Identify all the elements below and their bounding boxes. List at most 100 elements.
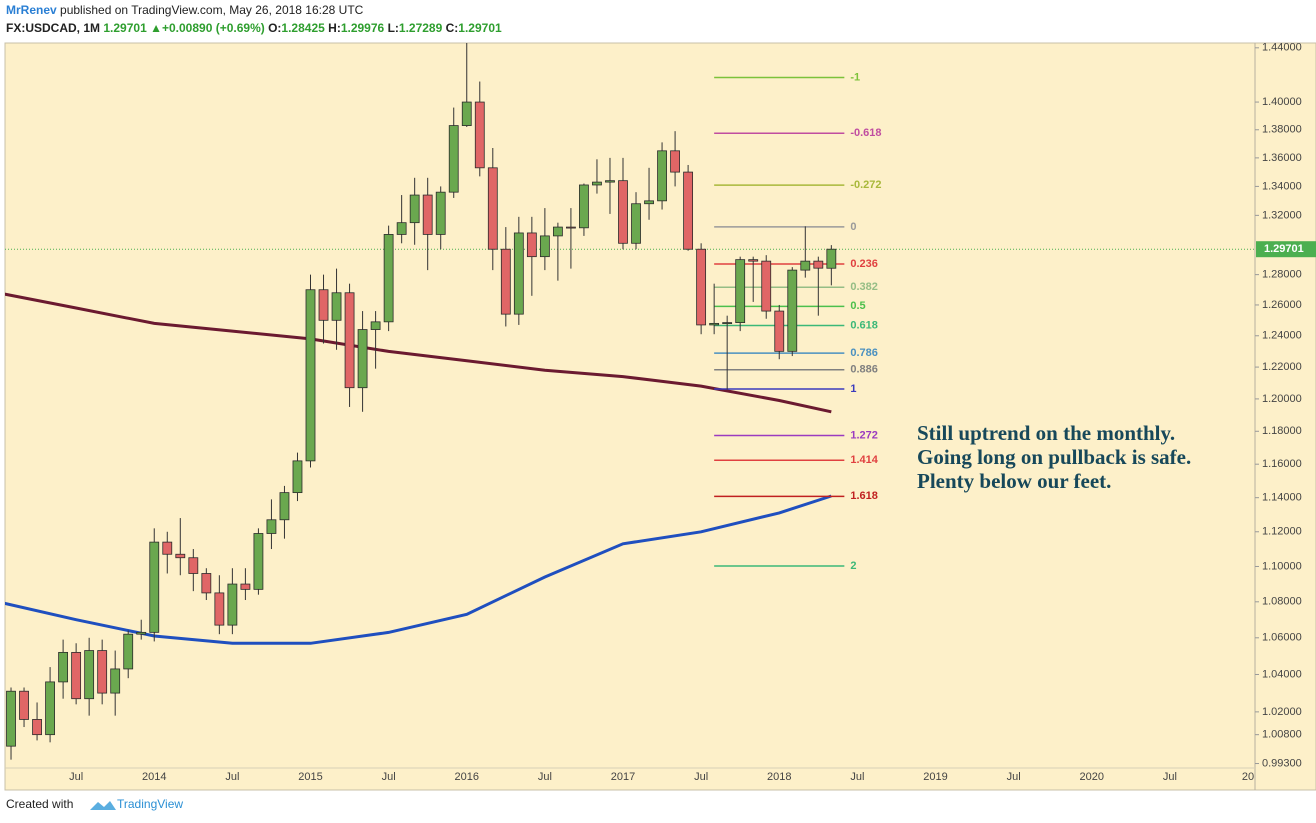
candle-body [97,650,108,694]
x-tick-label: Jul [538,771,552,783]
created-with: Created with [6,797,73,811]
candle-body [331,292,342,321]
candle-body [32,719,42,736]
open: 1.28425 [281,21,325,35]
candle-body [214,592,225,626]
c-label: C: [446,21,459,35]
candle-body [579,184,589,229]
candle-body [305,289,316,462]
y-tick-label: 1.44000 [1262,42,1302,54]
candle-body [318,289,329,321]
moving-average [5,292,832,414]
y-tick-label: 1.38000 [1262,124,1302,136]
last-price-badge [1256,241,1316,258]
x-tick-label: 2018 [767,771,791,783]
x-tick-label: 2014 [142,771,166,783]
x-tick-label: 2015 [298,771,322,783]
candle-body [670,150,680,173]
candle-body [240,583,251,590]
candle-body [644,200,654,205]
low: 1.27289 [399,21,443,35]
candle-body [370,321,381,330]
x-tick-label: Jul [1163,771,1177,783]
fib-label: -1 [850,71,860,83]
axes: 1.44000 1.40000 1.38000 1.36000 1.34000 1.320… [69,42,1316,783]
candle-body [526,232,537,258]
candle-body [500,248,511,315]
y-tick-label: 1.08000 [1262,596,1302,608]
l-label: L: [388,21,399,35]
fib-label: -0.618 [850,127,881,139]
ohlc-line: FX:USDCAD, 1M 1.29701 ▲+0.00890 (+0.69%)… [6,21,502,35]
candle-body [461,101,472,126]
candle-body [71,651,82,700]
candle-body [149,541,160,633]
candle-body [409,194,420,224]
candle-body [357,329,368,389]
fib-label: 0 [850,221,856,233]
y-tick-label: 1.40000 [1262,96,1302,108]
y-tick-label: 1.28000 [1262,269,1302,281]
published: published on TradingView.com, May 26, 20… [60,3,364,17]
o-label: O: [268,21,281,35]
y-tick-label: 1.04000 [1262,668,1302,680]
candle-body [253,533,264,590]
x-tick-label: 2019 [923,771,947,783]
y-tick-label: 1.16000 [1262,458,1302,470]
fib-label: 1 [850,383,856,395]
x-tick-label: Jul [1007,771,1021,783]
candle-body [735,259,746,324]
last: 1.29701 [103,21,147,35]
candle-body [618,180,628,244]
candle-body [487,167,498,250]
fib-label: 1.272 [850,429,878,441]
candle-body [722,322,733,325]
candle-body [552,226,563,237]
h-label: H: [328,21,341,35]
candle-body [513,232,524,315]
y-tick-label: 1.12000 [1262,526,1302,538]
y-tick-label: 1.24000 [1262,330,1302,342]
x-tick-label: 2017 [611,771,635,783]
candle-body [6,690,16,747]
candle-body [787,269,798,352]
x-tick-label: Jul [225,771,239,783]
candle-body [279,492,290,521]
candle-body [748,259,759,262]
candle-body [136,631,147,635]
candle-body [435,191,446,235]
y-tick-label: 1.36000 [1262,152,1302,164]
candle-body [19,690,29,720]
candle-body [175,553,186,559]
candle-body [396,222,407,235]
candle-body [201,573,212,594]
x-tick-label: Jul [694,771,708,783]
y-tick-label: 1.20000 [1262,393,1302,405]
fib-label: -0.272 [850,179,881,191]
candle-body [58,651,69,683]
annotation: Plenty below our feet. [917,469,1111,493]
close: 1.29701 [458,21,502,35]
y-tick-label: 1.18000 [1262,425,1302,437]
candle-body [761,260,772,312]
fib-label: 0.886 [850,364,878,376]
candle-body [813,260,824,269]
candle-body [266,519,277,534]
author[interactable]: MrRenev [6,3,57,17]
plot: -1 -0.618 -0.272 0 0.236 0.382 0.5 0.618 0.786 0.… [5,43,1255,760]
header-line: MrRenev published on TradingView.com, Ma… [6,3,364,17]
candle-body [448,125,459,193]
x-tick-label: 2020 [1080,771,1104,783]
y-tick-label: 1.26000 [1262,299,1302,311]
candle-body [774,310,785,352]
y-tick-label: 1.34000 [1262,180,1302,192]
candle-body [123,633,134,670]
y-tick-label: 1.10000 [1262,560,1302,572]
y-tick-label: 0.99300 [1262,757,1302,769]
candle-body [709,322,720,326]
candle-body [826,248,837,269]
candle-body [422,194,433,235]
brand[interactable]: TradingView [117,797,183,811]
y-tick-label: 1.14000 [1262,492,1302,504]
